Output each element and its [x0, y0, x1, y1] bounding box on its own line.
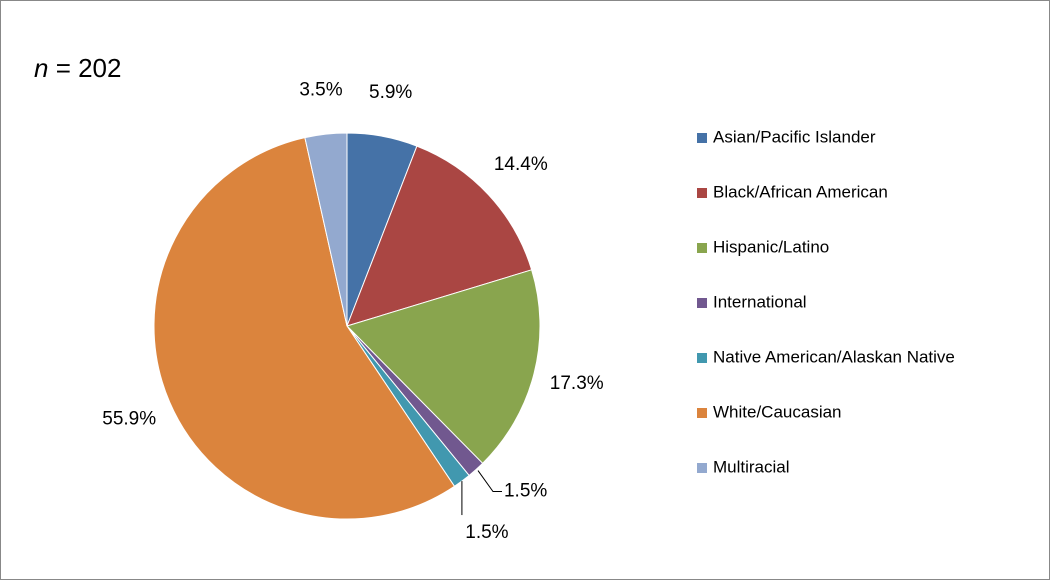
legend-label: Black/African American	[713, 182, 888, 201]
legend-swatch	[697, 298, 707, 308]
legend-label: Native American/Alaskan Native	[713, 347, 955, 366]
legend-label: Hispanic/Latino	[713, 237, 829, 256]
legend-label: International	[713, 292, 807, 311]
data-label: 1.5%	[465, 522, 508, 543]
data-label: 14.4%	[494, 154, 548, 175]
data-label: 55.9%	[102, 408, 156, 429]
data-label: 17.3%	[550, 373, 604, 394]
legend-label: Asian/Pacific Islander	[713, 127, 876, 146]
pie-slice	[153, 137, 456, 520]
chart-title: n = 202	[34, 53, 121, 83]
data-label: 3.5%	[299, 79, 342, 100]
legend-swatch	[697, 463, 707, 473]
data-label: 5.9%	[369, 82, 412, 103]
leader-line	[477, 470, 502, 493]
legend-swatch	[697, 408, 707, 418]
legend-swatch	[697, 353, 707, 363]
data-label: 1.5%	[504, 481, 547, 502]
pie-slice	[304, 132, 348, 327]
legend-label: White/Caucasian	[713, 402, 842, 421]
legend-swatch	[697, 133, 707, 143]
legend-swatch	[697, 188, 707, 198]
legend-label: Multiracial	[713, 457, 790, 476]
pie-slice	[346, 145, 533, 327]
pie-slice	[346, 269, 541, 465]
legend-swatch	[697, 243, 707, 253]
